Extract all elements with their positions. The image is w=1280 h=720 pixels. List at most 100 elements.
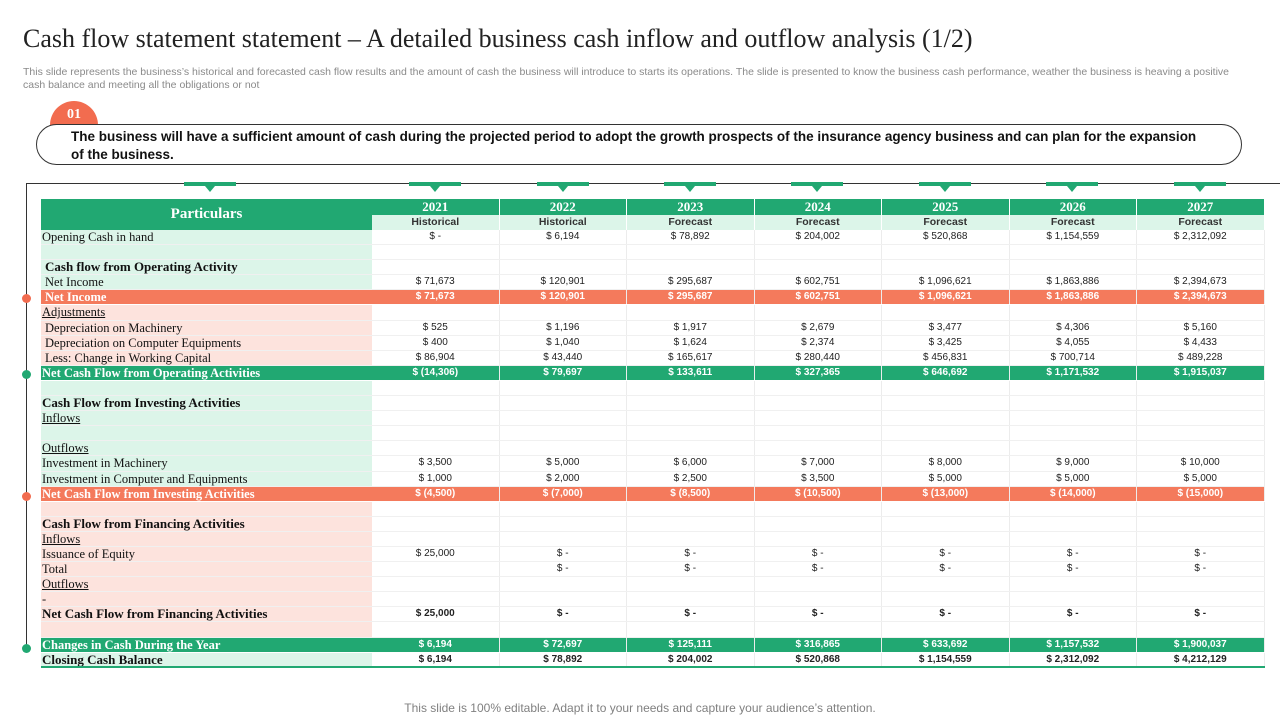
table-row: Net Income $ 71,673 $ 120,901 $ 295,687 $ 60…: [41, 275, 1265, 291]
value-cell: [500, 426, 627, 441]
value-cell: [500, 531, 627, 546]
year-header: 2027: [1137, 199, 1265, 215]
value-cell: $ 2,000: [500, 471, 627, 486]
value-cell: [882, 260, 1010, 275]
table-row: Less: Change in Working Capital $ 86,904 $…: [41, 350, 1265, 366]
value-cell: [500, 411, 627, 426]
value-cell: [755, 260, 882, 275]
value-cell: [1010, 411, 1137, 426]
value-cell: [1010, 396, 1137, 411]
row-marker-dot: [22, 370, 31, 379]
slide-title: Cash flow statement statement – A detail…: [23, 24, 973, 53]
column-tab-marker: [919, 182, 971, 192]
year-header: 2025: [882, 199, 1010, 215]
value-cell: $ 3,500: [372, 456, 500, 471]
table-row: [41, 245, 1265, 261]
row-label: Less: Change in Working Capital: [41, 350, 372, 365]
value-cell: $ 1,171,532: [1010, 365, 1137, 380]
value-cell: [882, 592, 1010, 607]
row-marker-dot: [22, 492, 31, 501]
value-cell: $ 400: [372, 335, 500, 350]
table-row: Investment in Machinery $ 3,500 $ 5,000 $ 6…: [41, 456, 1265, 472]
value-cell: [755, 411, 882, 426]
value-cell: [755, 426, 882, 441]
value-cell: [627, 531, 755, 546]
value-cell: $ 6,194: [372, 637, 500, 652]
row-label: Issuance of Equity: [41, 546, 372, 562]
row-label: Cash flow from Operating Activity: [41, 260, 372, 275]
value-cell: [372, 592, 500, 607]
row-label: Net Income: [41, 275, 372, 290]
value-cell: $ 6,194: [372, 652, 500, 666]
value-cell: $ 700,714: [1010, 350, 1137, 365]
value-cell: $ 2,500: [627, 471, 755, 486]
value-cell: [1010, 380, 1137, 396]
value-cell: $ -: [500, 546, 627, 562]
value-cell: $ -: [500, 562, 627, 577]
value-cell: $ 6,000: [627, 456, 755, 471]
value-cell: [500, 305, 627, 320]
column-tab-marker: [1174, 182, 1226, 192]
value-cell: [755, 441, 882, 456]
value-cell: [1137, 441, 1265, 456]
table-body: Opening Cash in hand $ - $ 6,194 $ 78,892 $ …: [41, 230, 1265, 668]
slide-subtitle: This slide represents the business’s his…: [23, 66, 1230, 91]
value-cell: [1137, 516, 1265, 531]
value-cell: [372, 260, 500, 275]
value-cell: $ 120,901: [500, 290, 627, 305]
value-cell: $ 10,000: [1137, 456, 1265, 471]
column-tab-marker: [664, 182, 716, 192]
value-cell: [627, 305, 755, 320]
value-cell: $ 2,679: [755, 320, 882, 335]
value-cell: [755, 396, 882, 411]
period-type: Forecast: [754, 215, 882, 230]
table-row: Closing Cash Balance $ 6,194 $ 78,892 $ 204…: [41, 652, 1265, 668]
row-label: Total: [41, 562, 372, 577]
value-cell: $ (14,306): [372, 365, 500, 380]
table-row: Cash flow from Operating Activity: [41, 260, 1265, 276]
value-cell: [372, 411, 500, 426]
value-cell: [372, 562, 500, 577]
value-cell: [500, 622, 627, 637]
table-row: [41, 501, 1265, 517]
value-cell: [1010, 592, 1137, 607]
value-cell: $ (10,500): [755, 486, 882, 501]
row-label: Opening Cash in hand: [41, 230, 372, 245]
value-cell: $ 295,687: [627, 290, 755, 305]
value-cell: $ -: [1137, 546, 1265, 562]
table-row: [41, 622, 1265, 638]
value-cell: $ 646,692: [882, 365, 1010, 380]
value-cell: [1010, 622, 1137, 637]
value-cell: $ 86,904: [372, 350, 500, 365]
column-tab-marker: [409, 182, 461, 192]
table-row: Opening Cash in hand $ - $ 6,194 $ 78,892 $ …: [41, 230, 1265, 246]
row-label: [41, 622, 372, 637]
value-cell: $ 489,228: [1137, 350, 1265, 365]
value-cell: [755, 622, 882, 637]
row-label: Inflows: [41, 411, 372, 426]
value-cell: $ 520,868: [882, 230, 1010, 245]
value-cell: $ 4,212,129: [1137, 652, 1265, 666]
period-type: Forecast: [882, 215, 1010, 230]
value-cell: [372, 531, 500, 546]
table-row: Inflows: [41, 411, 1265, 427]
value-cell: [755, 380, 882, 396]
year-header: 2026: [1009, 199, 1137, 215]
value-cell: $ 125,111: [627, 637, 755, 652]
row-marker-dot: [22, 294, 31, 303]
value-cell: [882, 622, 1010, 637]
value-cell: $ (8,500): [627, 486, 755, 501]
value-cell: $ 1,154,559: [1010, 230, 1137, 245]
table-row: [41, 380, 1265, 397]
value-cell: $ 4,306: [1010, 320, 1137, 335]
value-cell: $ 1,040: [500, 335, 627, 350]
value-cell: [755, 592, 882, 607]
row-label: [41, 245, 372, 260]
table-row: Depreciation on Machinery $ 525 $ 1,196 $ 1…: [41, 320, 1265, 336]
row-marker-dot: [22, 644, 31, 653]
period-type: Forecast: [1137, 215, 1265, 230]
value-cell: $ 25,000: [372, 546, 500, 562]
value-cell: $ 78,892: [627, 230, 755, 245]
value-cell: $ 602,751: [755, 290, 882, 305]
value-cell: $ 78,892: [500, 652, 627, 666]
